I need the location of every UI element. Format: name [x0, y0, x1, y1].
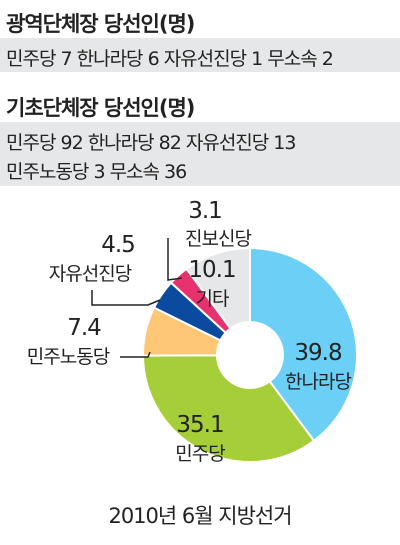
slice-name-label-5: 진보신당: [185, 228, 251, 250]
donut-slice-6: [185, 246, 251, 330]
slice-value-label-6: 10.1: [188, 257, 235, 283]
chart-title: 2010년 6월 지방선거: [108, 504, 292, 528]
leader-line-3: [120, 351, 151, 358]
donut-slice-2: [141, 354, 316, 463]
slice-value-label-5: 3.1: [188, 198, 222, 224]
slice-value-label-4: 4.5: [101, 232, 135, 258]
slice-value-label-1: 39.8: [294, 340, 342, 366]
local-heads-summary-line2: 민주노동당 3 무소속 36: [6, 161, 187, 183]
leader-line-4: [91, 290, 161, 306]
regional-heads-title: 광역단체장 당선인(명): [6, 12, 195, 36]
regional-heads-summary: 민주당 7 한나라당 6 자유선진당 1 무소속 2: [6, 48, 334, 70]
slice-name-label-4: 자유선진당: [49, 263, 132, 285]
slice-name-label-3: 민주노동당: [27, 346, 110, 368]
slice-name-label-1: 한나라당: [285, 371, 351, 393]
donut-slice-1: [249, 246, 358, 443]
slice-name-label-2: 민주당: [175, 443, 225, 465]
regional-heads-band: 민주당 7 한나라당 6 자유선진당 1 무소속 2: [0, 38, 400, 72]
slice-name-label-6: 기타: [196, 288, 229, 310]
donut-chart: 39.8 한나라당 35.1 민주당 7.4 민주노동당 4.5 자유선진당 3.1 진보신당 10…: [27, 198, 358, 465]
slice-value-label-2: 35.1: [176, 412, 223, 438]
leader-line-5: [167, 238, 183, 281]
local-heads-title: 기초단체장 당선인(명): [6, 96, 195, 120]
local-heads-band: 민주당 92 한나라당 82 자유선진당 13 민주노동당 3 무소속 36: [0, 122, 400, 186]
slice-value-label-3: 7.4: [67, 315, 101, 341]
local-heads-summary-line1: 민주당 92 한나라당 82 자유선진당 13: [6, 132, 296, 154]
